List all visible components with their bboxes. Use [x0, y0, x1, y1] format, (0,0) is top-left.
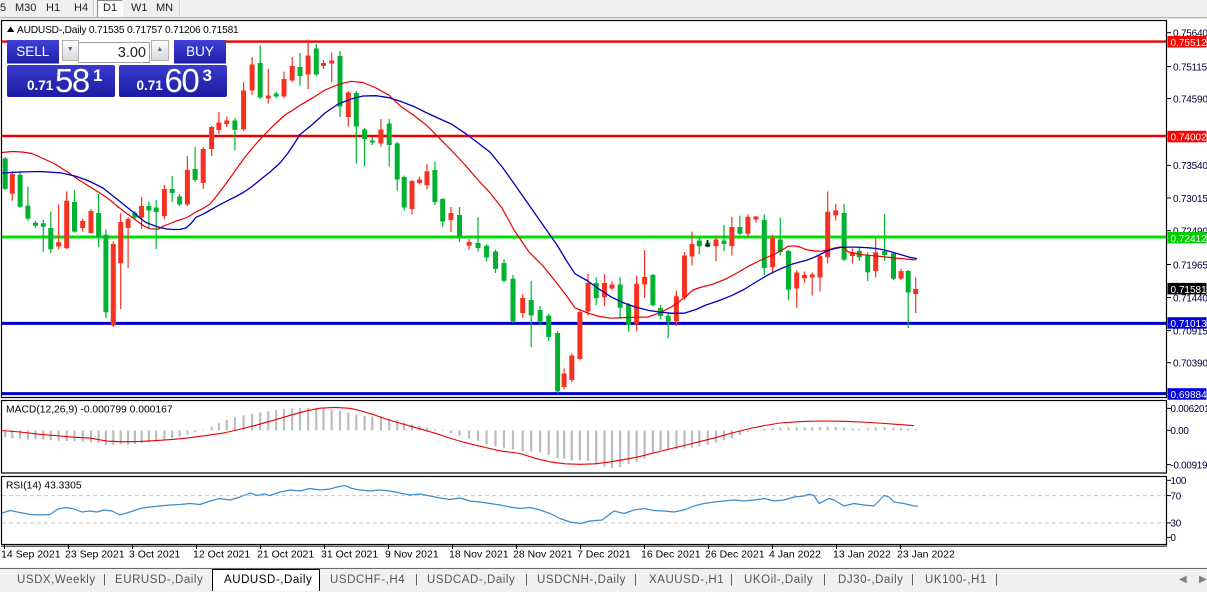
svg-text:30: 30 — [1171, 519, 1182, 530]
svg-text:0.73540: 0.73540 — [1173, 161, 1207, 172]
svg-text:28 Nov 2021: 28 Nov 2021 — [513, 549, 573, 561]
svg-text:0.71581: 0.71581 — [1171, 285, 1207, 296]
svg-text:3 Oct 2021: 3 Oct 2021 — [129, 549, 181, 561]
svg-text:0.75115: 0.75115 — [1173, 62, 1207, 73]
svg-text:0.00: 0.00 — [1171, 426, 1190, 437]
svg-text:RSI(14) 43.3305: RSI(14) 43.3305 — [6, 481, 82, 492]
svg-text:0.70915: 0.70915 — [1173, 326, 1207, 337]
svg-text:18 Nov 2021: 18 Nov 2021 — [449, 549, 509, 561]
svg-text:23 Sep 2021: 23 Sep 2021 — [65, 549, 125, 561]
svg-text:0.74002: 0.74002 — [1171, 133, 1207, 144]
svg-text:0.72412: 0.72412 — [1171, 234, 1207, 245]
svg-text:0.75640: 0.75640 — [1173, 29, 1207, 40]
svg-text:31 Oct 2021: 31 Oct 2021 — [321, 549, 378, 561]
svg-text:13 Jan 2022: 13 Jan 2022 — [833, 549, 891, 561]
svg-text:14 Sep 2021: 14 Sep 2021 — [1, 549, 61, 561]
svg-text:0.75512: 0.75512 — [1171, 38, 1207, 49]
svg-text:AUDUSD-,Daily 0.71535 0.71757: AUDUSD-,Daily 0.71535 0.71757 0.71206 0.… — [17, 25, 239, 36]
svg-text:0: 0 — [1171, 533, 1177, 544]
svg-text:0.74590: 0.74590 — [1173, 94, 1207, 105]
svg-text:0.71965: 0.71965 — [1173, 260, 1207, 271]
svg-text:16 Dec 2021: 16 Dec 2021 — [641, 549, 701, 561]
svg-text:0.70390: 0.70390 — [1173, 359, 1207, 370]
svg-text:MACD(12,26,9) -0.000799 0.0001: MACD(12,26,9) -0.000799 0.000167 — [6, 405, 173, 416]
svg-text:0.69884: 0.69884 — [1171, 390, 1207, 401]
svg-text:0.71440: 0.71440 — [1173, 293, 1207, 304]
svg-text:12 Oct 2021: 12 Oct 2021 — [193, 549, 250, 561]
svg-text:70: 70 — [1171, 491, 1182, 502]
svg-text:0.71013: 0.71013 — [1171, 319, 1207, 330]
svg-text:4 Jan 2022: 4 Jan 2022 — [769, 549, 821, 561]
svg-text:9 Nov 2021: 9 Nov 2021 — [385, 549, 439, 561]
svg-text:-0.009197: -0.009197 — [1171, 460, 1207, 471]
svg-text:21 Oct 2021: 21 Oct 2021 — [257, 549, 314, 561]
svg-text:100: 100 — [1171, 476, 1187, 487]
svg-text:0.73015: 0.73015 — [1173, 194, 1207, 205]
svg-text:7 Dec 2021: 7 Dec 2021 — [577, 549, 631, 561]
svg-text:23 Jan 2022: 23 Jan 2022 — [897, 549, 955, 561]
svg-text:26 Dec 2021: 26 Dec 2021 — [705, 549, 765, 561]
svg-text:0.006201: 0.006201 — [1171, 404, 1207, 415]
